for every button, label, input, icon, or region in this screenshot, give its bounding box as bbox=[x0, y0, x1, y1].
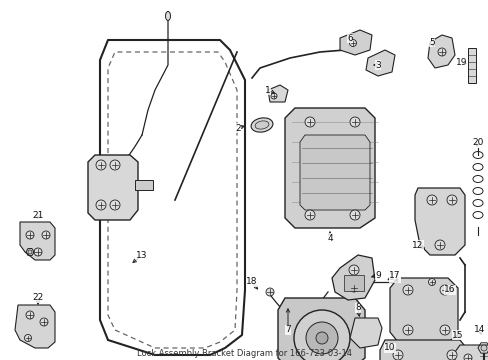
Ellipse shape bbox=[165, 12, 170, 21]
Circle shape bbox=[26, 231, 34, 239]
Text: 2: 2 bbox=[235, 123, 240, 132]
Text: 14: 14 bbox=[473, 325, 485, 334]
Text: 22: 22 bbox=[32, 293, 43, 302]
Circle shape bbox=[434, 240, 444, 250]
Text: 9: 9 bbox=[374, 270, 380, 279]
Circle shape bbox=[348, 265, 358, 275]
Polygon shape bbox=[349, 318, 381, 348]
Polygon shape bbox=[299, 135, 369, 210]
Circle shape bbox=[463, 354, 471, 360]
Circle shape bbox=[439, 285, 449, 295]
Circle shape bbox=[392, 350, 402, 360]
Circle shape bbox=[42, 231, 50, 239]
Circle shape bbox=[439, 325, 449, 335]
Circle shape bbox=[26, 311, 34, 319]
Polygon shape bbox=[389, 278, 457, 342]
Text: 13: 13 bbox=[136, 251, 147, 260]
Bar bbox=[467, 48, 475, 83]
Circle shape bbox=[305, 117, 314, 127]
Circle shape bbox=[402, 325, 412, 335]
Text: 17: 17 bbox=[388, 270, 400, 279]
Circle shape bbox=[305, 210, 314, 220]
Text: 21: 21 bbox=[32, 211, 43, 220]
Circle shape bbox=[426, 195, 436, 205]
Polygon shape bbox=[20, 222, 55, 260]
Text: 3: 3 bbox=[374, 60, 380, 69]
Circle shape bbox=[427, 279, 435, 285]
Circle shape bbox=[349, 284, 357, 292]
Polygon shape bbox=[379, 340, 467, 360]
Polygon shape bbox=[88, 155, 138, 220]
Text: 7: 7 bbox=[285, 325, 290, 334]
Circle shape bbox=[265, 288, 273, 296]
Polygon shape bbox=[15, 305, 55, 348]
Text: 18: 18 bbox=[246, 278, 257, 287]
Text: 19: 19 bbox=[455, 58, 467, 67]
Circle shape bbox=[446, 350, 456, 360]
Circle shape bbox=[349, 117, 359, 127]
Text: 10: 10 bbox=[384, 343, 395, 352]
Circle shape bbox=[24, 334, 31, 342]
Text: 12: 12 bbox=[411, 240, 423, 249]
Circle shape bbox=[480, 345, 486, 351]
Polygon shape bbox=[267, 85, 287, 102]
Polygon shape bbox=[414, 188, 464, 255]
Text: 16: 16 bbox=[443, 285, 455, 294]
Circle shape bbox=[110, 200, 120, 210]
Bar bbox=[135, 180, 153, 190]
Polygon shape bbox=[339, 30, 371, 55]
Polygon shape bbox=[365, 50, 394, 76]
Text: 8: 8 bbox=[354, 303, 360, 312]
Ellipse shape bbox=[250, 118, 272, 132]
Circle shape bbox=[349, 210, 359, 220]
Text: 15: 15 bbox=[451, 330, 463, 339]
Circle shape bbox=[270, 93, 276, 99]
Circle shape bbox=[437, 48, 445, 56]
Circle shape bbox=[315, 332, 327, 344]
Text: 1: 1 bbox=[264, 86, 270, 95]
Text: Lock Assembly Bracket Diagram for 166-723-03-14: Lock Assembly Bracket Diagram for 166-72… bbox=[137, 349, 351, 358]
Circle shape bbox=[34, 248, 42, 256]
Text: 5: 5 bbox=[428, 37, 434, 46]
Polygon shape bbox=[278, 298, 364, 360]
Circle shape bbox=[110, 160, 120, 170]
Text: 20: 20 bbox=[471, 138, 483, 147]
Polygon shape bbox=[331, 255, 374, 300]
Polygon shape bbox=[285, 108, 374, 228]
Text: 6: 6 bbox=[346, 33, 352, 42]
Text: 4: 4 bbox=[326, 234, 332, 243]
Text: 11: 11 bbox=[388, 274, 400, 283]
Bar bbox=[343, 275, 363, 291]
Circle shape bbox=[402, 285, 412, 295]
Polygon shape bbox=[427, 35, 454, 68]
Circle shape bbox=[96, 160, 106, 170]
Circle shape bbox=[96, 200, 106, 210]
Circle shape bbox=[293, 310, 349, 360]
Polygon shape bbox=[454, 345, 488, 360]
Circle shape bbox=[446, 195, 456, 205]
Circle shape bbox=[349, 40, 356, 46]
Circle shape bbox=[305, 322, 337, 354]
Ellipse shape bbox=[255, 121, 268, 129]
Circle shape bbox=[28, 250, 32, 254]
Circle shape bbox=[40, 318, 48, 326]
